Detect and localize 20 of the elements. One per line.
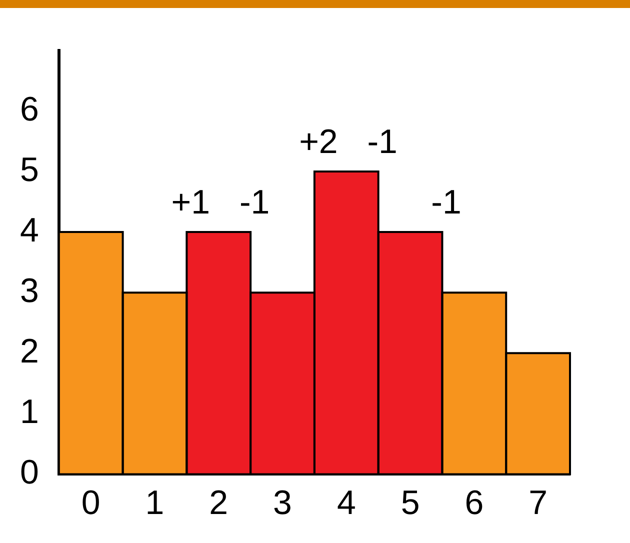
x-tick-label: 0 — [81, 484, 100, 522]
y-tick-label: 0 — [20, 454, 39, 492]
annotation: -1 — [431, 183, 462, 222]
y-tick-label: 1 — [20, 393, 39, 432]
annotation: -1 — [239, 183, 270, 222]
x-tick-label: 3 — [273, 484, 292, 522]
x-tick-label: 5 — [400, 484, 420, 522]
annotation: +1 — [171, 183, 210, 222]
x-tick-label: 4 — [336, 484, 356, 522]
x-tick-label: 2 — [209, 484, 228, 522]
x-tick-label: 1 — [145, 484, 164, 522]
y-tick-label: 6 — [20, 90, 39, 128]
annotation: +2 — [299, 122, 338, 161]
x-tick-label: 7 — [528, 484, 548, 522]
annotation: -1 — [367, 122, 398, 161]
x-tick-label: 6 — [464, 484, 484, 522]
y-tick-label: 2 — [20, 332, 39, 370]
y-tick-label: 4 — [20, 211, 39, 250]
y-tick-label: 3 — [20, 272, 39, 310]
y-tick-label: 5 — [20, 150, 39, 189]
